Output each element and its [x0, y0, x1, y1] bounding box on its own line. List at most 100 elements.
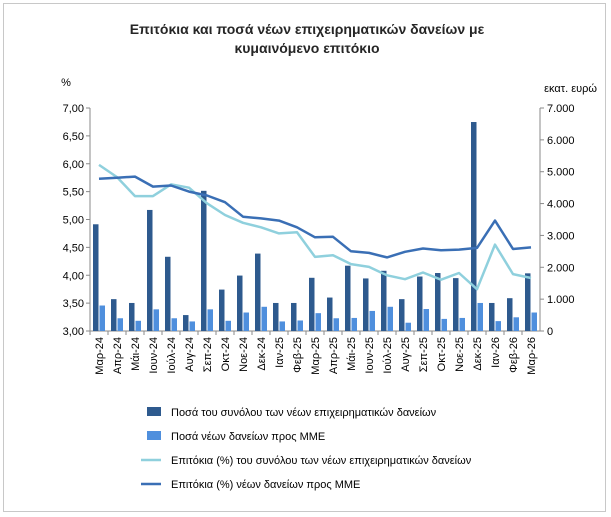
bar-series-1	[453, 278, 459, 331]
legend-label-1: Ποσά του συνόλου των νέων επιχειρηματικώ…	[171, 407, 437, 419]
bar-series-1	[273, 302, 279, 331]
bar-series-2	[477, 302, 483, 331]
left-tick-label: 4,50	[63, 242, 84, 254]
right-tick-label: 1.000	[547, 294, 575, 306]
left-tick-label: 3,50	[63, 298, 84, 310]
chart-frame	[3, 3, 606, 512]
x-tick-label: Ιουν-25	[364, 337, 376, 374]
chart-title-line-2: κυμαινόμενο επιτόκιο	[234, 40, 379, 56]
x-tick-label: Μάι-24	[130, 337, 142, 371]
bar-series-1	[291, 302, 297, 331]
left-tick-label: 5,00	[63, 215, 84, 227]
bar-series-2	[315, 313, 321, 331]
bar-series-2	[513, 317, 519, 331]
bar-series-1	[363, 278, 369, 331]
bar-series-2	[333, 318, 339, 331]
x-tick-label: Δεκ-24	[256, 337, 268, 371]
line-series-4	[98, 175, 532, 259]
right-tick-label: 7.000	[547, 103, 575, 115]
bar-series-2	[441, 318, 447, 331]
x-tick-label: Απρ-24	[112, 337, 124, 374]
x-tick-label: Σεπ-25	[418, 337, 430, 372]
right-tick-label: 5.000	[547, 167, 575, 179]
x-tick-label: Δεκ-25	[472, 337, 484, 371]
left-tick-label: 4,00	[63, 270, 84, 282]
bar-series-2	[153, 309, 159, 331]
x-tick-label: Οκτ-24	[220, 337, 232, 371]
x-tick-label: Μάι-25	[346, 337, 358, 371]
bar-series-1	[345, 265, 351, 331]
bar-series-2	[99, 305, 105, 331]
bar-series-1	[417, 276, 423, 331]
bar-series-1	[327, 297, 333, 331]
legend: Ποσά του συνόλου των νέων επιχειρηματικώ…	[141, 407, 472, 491]
left-axis-unit: %	[61, 77, 71, 89]
bar-series-2	[189, 321, 195, 331]
x-tick-label: Αυγ-25	[400, 337, 412, 372]
x-tick-label: Μαρ-25	[310, 337, 322, 375]
bar-series-1	[165, 256, 171, 331]
x-tick-label: Σεπ-24	[202, 337, 214, 372]
bar-series-2	[135, 320, 141, 331]
bar-series-1	[507, 298, 513, 331]
left-tick-label: 7,00	[63, 103, 84, 115]
legend-label-2: Ποσά νέων δανείων προς ΜΜΕ	[171, 431, 325, 443]
bar-series-1	[129, 302, 135, 331]
bar-series-2	[423, 309, 429, 331]
bar-series-2	[405, 322, 411, 331]
bar-series-1	[111, 299, 117, 331]
bar-series-1	[219, 289, 225, 331]
bar-series-2	[243, 312, 249, 331]
bar-series-2	[117, 318, 123, 331]
right-tick-label: 6.000	[547, 135, 575, 147]
bar-series-2	[387, 306, 393, 331]
bar-series-1	[255, 253, 261, 331]
bar-series-2	[207, 309, 213, 331]
x-tick-label: Νοε-24	[238, 337, 250, 372]
bar-series-1	[237, 275, 243, 331]
legend-label-4: Επιτόκια (%) νέων δανείων προς ΜΜΕ	[171, 479, 360, 491]
bar-series-1	[525, 273, 531, 331]
bar-series-2	[261, 306, 267, 331]
bar-series-1	[147, 209, 153, 331]
x-tick-label: Μαρ-26	[526, 337, 538, 375]
bar-series-2	[351, 317, 357, 331]
bar-series-2	[225, 320, 231, 331]
legend-swatch-1	[147, 407, 161, 416]
right-tick-label: 2.000	[547, 262, 575, 274]
bar-series-2	[495, 321, 501, 331]
bar-series-2	[459, 317, 465, 331]
x-tick-label: Ιαν-25	[274, 337, 286, 368]
legend-label-3: Επιτόκια (%) του συνόλου των νέων επιχει…	[171, 455, 472, 467]
bar-series-1	[183, 315, 189, 331]
x-tick-label: Φεβ-25	[292, 337, 304, 373]
bar-series-1	[399, 299, 405, 331]
left-tick-label: 6,50	[63, 131, 84, 143]
x-tick-label: Αυγ-24	[184, 337, 196, 372]
bar-series-2	[279, 321, 285, 331]
line-series-3	[98, 163, 532, 291]
x-tick-label: Ιούλ-25	[382, 337, 394, 374]
bar-series-1	[381, 270, 387, 331]
bar-series-1	[201, 190, 207, 331]
right-axis-unit: εκατ. ευρώ	[544, 83, 597, 95]
bar-series-2	[369, 310, 375, 331]
left-tick-label: 5,50	[63, 187, 84, 199]
right-tick-label: 0	[547, 326, 553, 338]
x-tick-label: Ιούλ-24	[166, 337, 178, 374]
x-tick-label: Νοε-25	[454, 337, 466, 372]
right-tick-label: 4.000	[547, 199, 575, 211]
chart-title-line-1: Επιτόκια και ποσά νέων επιχειρηματικών δ…	[130, 21, 485, 37]
legend-swatch-2	[147, 431, 161, 440]
x-tick-label: Ιουν-24	[148, 337, 160, 374]
x-tick-label: Οκτ-25	[436, 337, 448, 371]
bar-series-2	[171, 318, 177, 331]
bar-series-1	[471, 122, 477, 331]
plot-area: 3,00 3,50 4,00 4,50 5,00 5,50 6,00 6,50 7,00 0 1.0…	[63, 103, 575, 375]
bar-series-1	[489, 302, 495, 331]
x-tick-label: Ιαν-26	[490, 337, 502, 368]
left-tick-label: 6,00	[63, 159, 84, 171]
left-tick-label: 3,00	[63, 326, 84, 338]
x-tick-label: Φεβ-26	[508, 337, 520, 373]
